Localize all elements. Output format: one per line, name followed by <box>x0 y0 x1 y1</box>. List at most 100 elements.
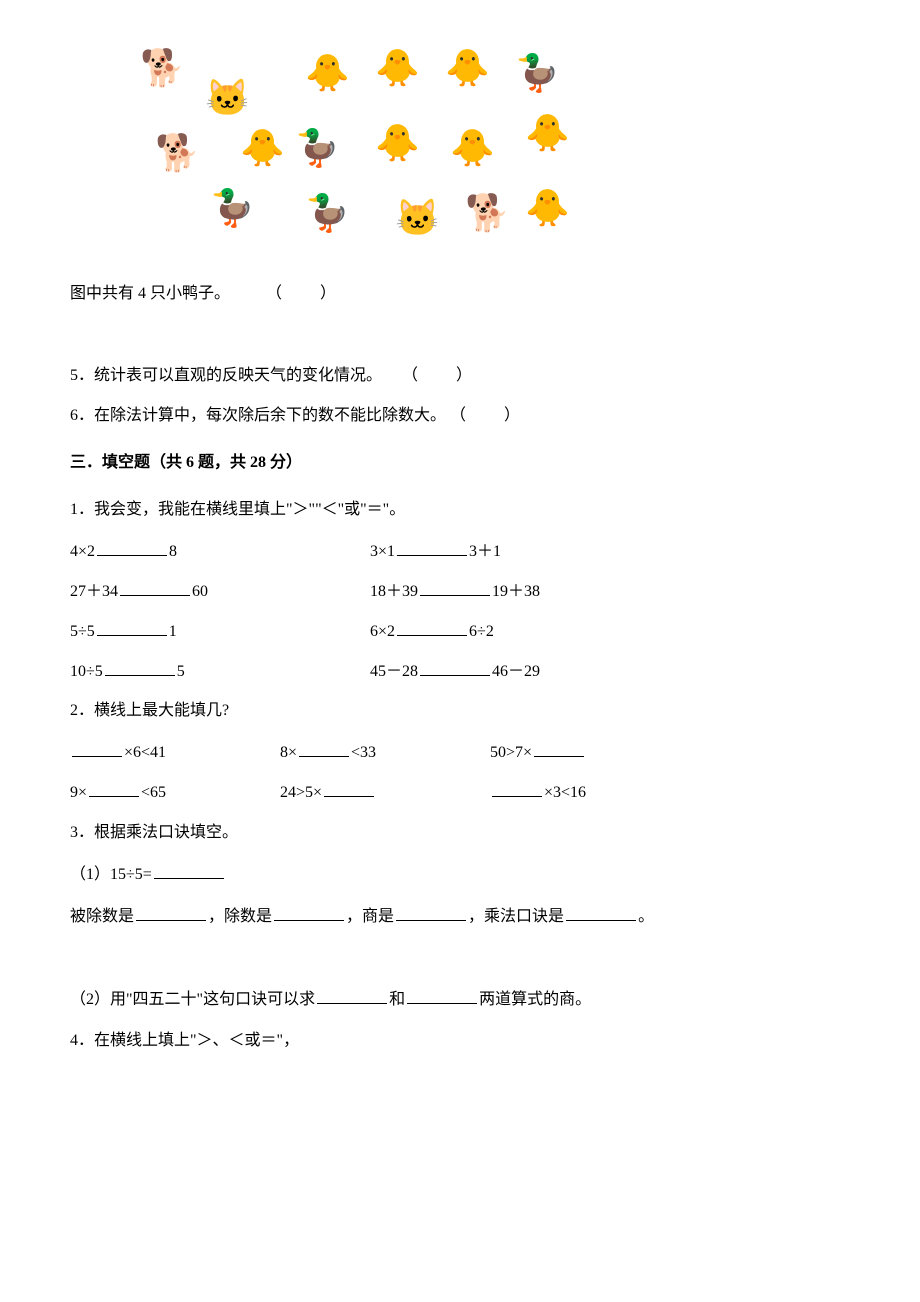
fill1-left: 10÷5 5 <box>70 657 370 687</box>
expr-post: <65 <box>141 784 166 801</box>
expr-pre: 9× <box>70 784 87 801</box>
expr-pre: 50>7× <box>490 744 532 761</box>
fill1-left: 4×2 8 <box>70 537 370 567</box>
sub2-part1: 和 <box>389 991 405 1008</box>
fill1-row: 27＋34 60 18＋39 19＋38 <box>70 577 850 607</box>
fill-2-rows: ×6<41 8×<3350>7× 9× <65 24>5× ×3<16 <box>70 738 850 808</box>
duckling-icon: 🐥 <box>240 130 285 166</box>
paren-open: （ <box>266 285 282 302</box>
blank-divisor[interactable] <box>274 902 344 921</box>
paren-close: ） <box>504 407 520 424</box>
answer-blank[interactable] <box>407 985 477 1004</box>
duckling-icon: 🐥 <box>445 50 490 86</box>
fill-1-rows: 4×283×13＋127＋346018＋3919＋385÷516×26÷210÷… <box>70 537 850 687</box>
expr-pre: 24>5× <box>280 784 322 801</box>
compare-blank[interactable] <box>397 537 467 556</box>
paren-close: ） <box>456 367 472 384</box>
image-statement: 图中共有 4 只小鸭子。 （ ） <box>70 280 850 309</box>
statement-text: 图中共有 4 只小鸭子。 <box>70 285 230 302</box>
q5-text: 5．统计表可以直观的反映天气的变化情况。 <box>70 367 382 384</box>
fill1-row: 10÷5 5 45－28 46－29 <box>70 657 850 687</box>
sub2-part2: 两道算式的商。 <box>479 991 591 1008</box>
expr-b: 19＋38 <box>492 583 540 600</box>
duck-icon: 🦆 <box>210 190 255 226</box>
paren-open: （ <box>450 407 466 424</box>
fill1-right: 6×26÷2 <box>370 617 850 647</box>
fill2-cell: 8×<33 <box>280 738 490 768</box>
expr-b: 1 <box>169 623 177 640</box>
compare-blank[interactable] <box>97 617 167 636</box>
answer-blank[interactable] <box>317 985 387 1004</box>
duck-icon: 🦆 <box>295 130 340 166</box>
expr-a: 45－28 <box>370 663 418 680</box>
expr-a: 4×2 <box>70 543 95 560</box>
duck-icon: 🦆 <box>305 195 350 231</box>
expr-a: 3×1 <box>370 543 395 560</box>
compare-blank[interactable] <box>397 617 467 636</box>
fill2-cell: ×6<41 <box>70 738 280 768</box>
expr-a: 27＋34 <box>70 583 118 600</box>
paren-close: ） <box>320 285 336 302</box>
blank-dividend[interactable] <box>136 902 206 921</box>
fill1-row: 4×2 8 3×1 3＋1 <box>70 537 850 567</box>
fill1-right: 3×1 3＋1 <box>370 537 850 567</box>
fill2-cell: 24>5× <box>280 778 490 808</box>
expr-mid: ×3<16 <box>544 784 586 801</box>
answer-blank[interactable] <box>534 738 584 757</box>
answer-blank[interactable] <box>154 860 224 879</box>
duckling-icon: 🐥 <box>525 190 570 226</box>
dog-icon: 🐕 <box>155 135 200 171</box>
answer-blank[interactable] <box>492 778 542 797</box>
dog-icon: 🐕 <box>140 50 185 86</box>
label-koujue: ，乘法口诀是 <box>468 908 564 925</box>
answer-blank[interactable] <box>299 738 349 757</box>
question-5: 5．统计表可以直观的反映天气的变化情况。 （ ） <box>70 362 850 391</box>
duck-icon: 🦆 <box>515 55 560 91</box>
expr-b: 8 <box>169 543 177 560</box>
duckling-icon: 🐥 <box>375 125 420 161</box>
fill2-cell: ×3<16 <box>490 778 850 808</box>
expr-a: 18＋39 <box>370 583 418 600</box>
q6-text: 6．在除法计算中，每次除后余下的数不能比除数大。 <box>70 407 446 424</box>
fill-3-sub1-line2: 被除数是，除数是，商是，乘法口诀是。 <box>70 902 850 932</box>
period: 。 <box>638 908 654 925</box>
duckling-icon: 🐥 <box>305 55 350 91</box>
sub1-text: （1）15÷5= <box>70 866 152 883</box>
blank-koujue[interactable] <box>566 902 636 921</box>
fill-4-intro: 4．在横线上填上"＞、＜或＝"， <box>70 1027 850 1056</box>
expr-a: 6×2 <box>370 623 395 640</box>
sub2-part0: （2）用"四五二十"这句口诀可以求 <box>70 991 315 1008</box>
cat-icon: 🐱 <box>205 80 250 116</box>
expr-mid: ×6<41 <box>124 744 166 761</box>
section-3-title: 三．填空题（共 6 题，共 28 分） <box>70 449 850 478</box>
answer-blank[interactable] <box>324 778 374 797</box>
blank-quotient[interactable] <box>396 902 466 921</box>
compare-blank[interactable] <box>120 577 190 596</box>
expr-b: 5 <box>177 663 185 680</box>
duckling-icon: 🐥 <box>375 50 420 86</box>
expr-b: 60 <box>192 583 208 600</box>
fill1-row: 5÷5 1 6×26÷2 <box>70 617 850 647</box>
compare-blank[interactable] <box>420 657 490 676</box>
compare-blank[interactable] <box>97 537 167 556</box>
fill-3-sub2: （2）用"四五二十"这句口诀可以求 和 两道算式的商。 <box>70 985 850 1015</box>
expr-a: 5÷5 <box>70 623 95 640</box>
expr-b: 46－29 <box>492 663 540 680</box>
fill2-cell: 9× <65 <box>70 778 280 808</box>
duckling-icon: 🐥 <box>450 130 495 166</box>
expr-b: 3＋1 <box>469 543 501 560</box>
animals-illustration: 🐕🐱🐥🐥🐥🦆🐕🐥🦆🐥🐥🐥🦆🦆🐱🐕🐥 <box>130 30 610 250</box>
expr-a: 10÷5 <box>70 663 103 680</box>
expr-pre: 8× <box>280 744 297 761</box>
fill2-row: ×6<41 8×<3350>7× <box>70 738 850 768</box>
label-dividend: 被除数是 <box>70 908 134 925</box>
answer-blank[interactable] <box>89 778 139 797</box>
paren-open: （ <box>402 367 418 384</box>
fill-3-sub1: （1）15÷5= <box>70 860 850 890</box>
answer-blank[interactable] <box>72 738 122 757</box>
compare-blank[interactable] <box>105 657 175 676</box>
duckling-icon: 🐥 <box>525 115 570 151</box>
fill1-left: 5÷5 1 <box>70 617 370 647</box>
compare-blank[interactable] <box>420 577 490 596</box>
question-6: 6．在除法计算中，每次除后余下的数不能比除数大。 （ ） <box>70 402 850 431</box>
